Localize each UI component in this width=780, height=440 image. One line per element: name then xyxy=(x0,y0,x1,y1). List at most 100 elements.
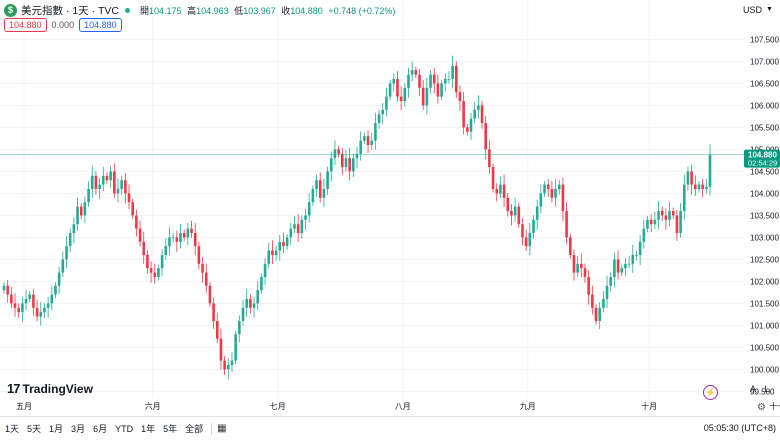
candle-body xyxy=(311,189,315,203)
candle xyxy=(79,203,83,219)
symbol-title[interactable]: 美元指數 · 1天 · TVC xyxy=(21,4,120,17)
currency-selector[interactable]: USD ▼ xyxy=(739,2,777,17)
candle xyxy=(598,302,601,329)
candle xyxy=(274,245,278,261)
candle-body xyxy=(341,153,344,167)
candle-body xyxy=(267,250,271,264)
candle xyxy=(473,101,476,124)
sell-price-button[interactable]: 104.880 xyxy=(4,18,47,32)
y-tick-label: 103.000 xyxy=(750,233,779,242)
candle-body xyxy=(142,241,146,255)
candle-body xyxy=(591,294,594,308)
candle-body xyxy=(443,79,447,84)
candle xyxy=(6,280,9,303)
candle-body xyxy=(179,233,182,242)
range-1d[interactable]: 1天 xyxy=(5,424,20,434)
candle xyxy=(532,215,535,239)
candle xyxy=(660,206,664,222)
candle xyxy=(686,166,690,191)
candle xyxy=(186,222,190,246)
range-1m[interactable]: 1月 xyxy=(49,424,64,434)
candle xyxy=(135,209,138,237)
candle-body xyxy=(300,219,304,233)
candle-body xyxy=(359,140,362,154)
candle-body xyxy=(616,259,620,273)
log-scale-button[interactable]: L xyxy=(764,384,770,394)
candle xyxy=(105,172,109,184)
candle xyxy=(488,140,491,174)
candle-body xyxy=(624,263,627,269)
candle xyxy=(635,250,638,261)
candle xyxy=(583,263,587,283)
gear-icon[interactable]: ⚙ xyxy=(757,402,766,413)
candle-body xyxy=(568,237,572,255)
candle xyxy=(414,66,418,79)
candle-body xyxy=(65,246,68,260)
candle xyxy=(524,229,528,251)
candle xyxy=(451,55,454,89)
candle xyxy=(554,178,557,207)
candle-body xyxy=(550,189,554,198)
candle xyxy=(315,174,318,197)
candle-body xyxy=(307,202,311,216)
candle xyxy=(149,261,153,283)
range-1y[interactable]: 1年 xyxy=(141,424,156,434)
candle-body xyxy=(521,224,524,238)
range-all[interactable]: 全部 xyxy=(185,424,204,434)
candle-body xyxy=(421,87,425,106)
candle xyxy=(120,175,123,195)
high-label: 高 xyxy=(187,5,197,16)
candle xyxy=(454,61,458,98)
price-axis: 107.500107.000106.500106.000105.500105.0… xyxy=(744,35,780,396)
candle xyxy=(201,256,204,283)
candle-body xyxy=(260,277,263,291)
calendar-icon[interactable]: ▦ xyxy=(217,423,227,434)
candle-body xyxy=(223,360,226,370)
candle xyxy=(568,233,572,259)
candle xyxy=(620,264,624,277)
candle-body xyxy=(686,171,690,185)
auto-scale-button[interactable]: A xyxy=(749,384,756,394)
candle-body xyxy=(124,180,127,194)
clock-readout[interactable]: 05:05:30 (UTC+8) xyxy=(703,423,776,433)
candle xyxy=(381,102,385,125)
candle-body xyxy=(90,175,94,189)
candle-body xyxy=(631,255,635,264)
candle xyxy=(249,294,252,314)
candle-body xyxy=(370,140,373,145)
candle xyxy=(480,100,484,129)
tradingview-logo[interactable]: 17 TradingView xyxy=(7,381,93,396)
range-5d[interactable]: 5天 xyxy=(27,424,42,434)
candle xyxy=(491,163,495,193)
candle-body xyxy=(646,219,649,229)
range-6m[interactable]: 6月 xyxy=(93,424,108,434)
range-ytd[interactable]: YTD xyxy=(115,423,134,434)
candle-body xyxy=(609,277,613,286)
candle xyxy=(223,355,226,376)
lightning-icon[interactable]: ⚡ xyxy=(703,385,718,400)
candlestick-chart[interactable]: 107.500107.000106.500106.000105.500105.0… xyxy=(0,0,780,416)
candle xyxy=(627,255,631,269)
candle-body xyxy=(193,233,197,247)
candle xyxy=(466,123,469,136)
candle-body xyxy=(407,74,410,88)
range-5y[interactable]: 5年 xyxy=(163,424,178,434)
candle xyxy=(39,302,43,326)
candle xyxy=(219,328,223,370)
buy-price-button[interactable]: 104.880 xyxy=(79,18,122,32)
candle-body xyxy=(466,127,469,132)
candle-body xyxy=(454,65,458,93)
y-tick-label: 107.000 xyxy=(750,57,779,66)
candle-body xyxy=(620,268,624,273)
candle-body xyxy=(554,189,557,198)
candle xyxy=(657,200,660,229)
candle xyxy=(432,67,436,94)
candle xyxy=(260,273,263,294)
range-3m[interactable]: 3月 xyxy=(71,424,86,434)
candle-body xyxy=(671,211,675,216)
candle xyxy=(609,272,613,292)
candle xyxy=(32,288,35,316)
candle-body xyxy=(113,171,116,194)
candle xyxy=(179,223,182,249)
candle xyxy=(694,175,697,196)
